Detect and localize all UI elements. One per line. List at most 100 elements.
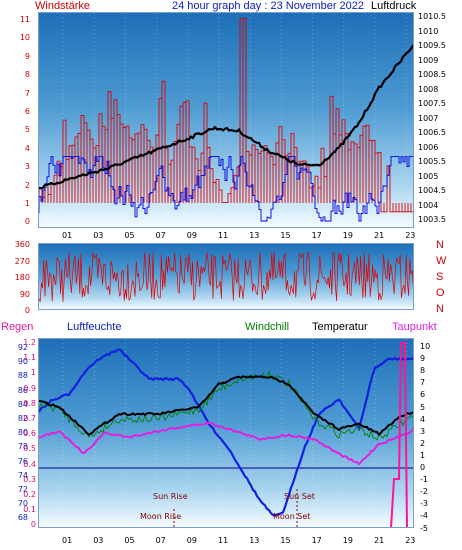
- pressure-tick: 1009: [418, 55, 439, 65]
- legend-rain: Regen: [1, 321, 34, 333]
- wind-tick: 7: [24, 88, 30, 98]
- wind-direction-plot: [39, 251, 413, 303]
- humidity-tick: 80: [17, 428, 28, 438]
- rain-tick: 0.2: [23, 490, 36, 499]
- legend-temperature: Temperatur: [312, 321, 368, 333]
- humidity-tick: 90: [17, 357, 28, 367]
- hour-tick: 03: [93, 231, 104, 240]
- humidity-series: [39, 348, 413, 517]
- temperature-tick: 8: [420, 366, 426, 376]
- hour-tick: 01: [62, 536, 73, 545]
- hour-tick: 11: [218, 231, 229, 240]
- wind-pressure-plot: [39, 13, 413, 227]
- hour-tick: 09: [186, 231, 197, 240]
- wind-direction-panel: [38, 243, 414, 310]
- humidity-tick: 92: [17, 343, 28, 352]
- legend-dewpoint: Taupunkt: [392, 321, 437, 333]
- rain-tick: 0.9: [23, 383, 36, 393]
- hour-tick: 07: [155, 231, 166, 240]
- legend-windchill: Windchill: [245, 321, 290, 333]
- hour-tick: 21: [374, 536, 385, 545]
- direction-tick: 90: [19, 289, 30, 299]
- pressure-tick: 1008: [418, 84, 439, 94]
- rain-tick: 0.8: [23, 398, 36, 408]
- hour-tick: 23: [405, 231, 416, 240]
- wind-direction-series: [39, 251, 413, 303]
- wind-mean-series: [39, 156, 413, 222]
- wind-tick: 0: [24, 217, 30, 227]
- temperature-tick: 4: [420, 414, 426, 424]
- direction-letter: N: [436, 303, 444, 315]
- rain-tick: 0.1: [23, 505, 36, 515]
- rain-tick: 0.5: [23, 444, 36, 454]
- humidity-tick: 70: [17, 499, 28, 509]
- rain-tick: 0.3: [23, 474, 36, 484]
- moon-rise-label: Moon Rise: [140, 512, 182, 521]
- pressure-tick: 1007: [418, 113, 439, 123]
- hour-tick: 13: [249, 231, 260, 240]
- climate-plot: [39, 339, 413, 527]
- pressure-series: [39, 43, 413, 190]
- temperature-tick: -2: [420, 487, 428, 497]
- humidity-tick: 72: [17, 485, 28, 494]
- rain-series: [39, 342, 413, 527]
- temperature-tick: 0: [420, 463, 426, 472]
- pressure-tick: 1007.5: [418, 99, 446, 108]
- wind-pressure-panel: [38, 12, 414, 228]
- wind-tick: 4: [24, 143, 30, 153]
- temperature-tick: -3: [420, 499, 428, 509]
- pressure-tick: 1006.5: [418, 128, 446, 137]
- humidity-tick: 74: [17, 470, 28, 480]
- temperature-tick: -1: [420, 475, 428, 485]
- rain-tick: 0.6: [23, 429, 36, 439]
- sun-set-label: Sun Set: [284, 492, 315, 501]
- chart-title: 24 hour graph day : 23 November 2022: [172, 0, 365, 12]
- hour-tick: 05: [124, 231, 135, 240]
- pressure-tick: 1005.5: [418, 157, 446, 166]
- humidity-tick: 78: [17, 442, 28, 452]
- moon-set-label: Moon Set: [273, 512, 311, 521]
- pressure-tick: 1008.5: [418, 70, 446, 79]
- rain-tick: 1.1: [23, 353, 36, 363]
- wind-tick: 1: [24, 199, 30, 208]
- dewpoint-series: [39, 421, 413, 466]
- humidity-tick: 76: [17, 456, 28, 466]
- wind-tick: 3: [24, 162, 30, 172]
- temperature-tick: 7: [420, 378, 426, 388]
- hour-tick: 13: [249, 536, 260, 545]
- humidity-tick: 68: [17, 513, 28, 523]
- hour-tick: 05: [124, 536, 135, 545]
- wind-tick: 5: [24, 125, 30, 135]
- direction-tick: 360: [14, 240, 30, 249]
- hour-tick: 15: [280, 231, 291, 240]
- direction-tick: 270: [14, 256, 30, 266]
- rain-tick: 1.2: [23, 338, 36, 347]
- hour-tick: 19: [342, 536, 353, 545]
- hour-tick: 15: [280, 536, 291, 545]
- climate-panel: [38, 338, 414, 528]
- hour-tick: 21: [374, 231, 385, 240]
- pressure-tick: 1005: [418, 171, 439, 181]
- temperature-tick: 1: [420, 450, 426, 460]
- hour-tick: 17: [311, 536, 322, 545]
- temperature-tick: 10: [420, 342, 431, 351]
- humidity-tick: 86: [17, 385, 28, 395]
- hour-tick: 17: [311, 231, 322, 240]
- direction-tick: 0: [24, 306, 30, 315]
- temperature-tick: 3: [420, 426, 426, 436]
- pressure-tick: 1010: [418, 26, 439, 36]
- wind-tick: 2: [24, 180, 30, 190]
- wind-tick: 11: [19, 15, 30, 24]
- temperature-tick: -5: [420, 523, 428, 533]
- wind-tick: 9: [24, 51, 30, 61]
- hour-tick: 07: [155, 536, 166, 545]
- legend-humidity: Luftfeuchte: [67, 321, 122, 333]
- sun-rise-label: Sun Rise: [153, 492, 188, 501]
- rain-tick: 0.7: [23, 414, 36, 423]
- hour-tick: 03: [93, 536, 104, 545]
- wind-speed-series: [39, 18, 413, 213]
- pressure-tick: 1003.5: [418, 215, 446, 224]
- wind-tick: 6: [24, 107, 30, 116]
- direction-tick: 180: [14, 273, 30, 282]
- pressure-tick: 1004: [418, 200, 439, 210]
